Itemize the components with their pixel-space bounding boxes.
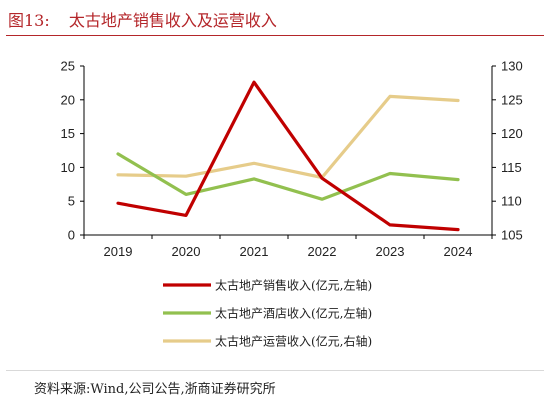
chart-legend: 太古地产销售收入(亿元,左轴) 太古地产酒店收入(亿元,左轴) 太古地产运营收入(亿… xyxy=(163,278,372,349)
figure-number: 图13: xyxy=(8,11,50,30)
chart-title: 图13: 太古地产销售收入及运营收入 xyxy=(8,7,277,31)
left-axis-tick-label: 5 xyxy=(68,194,75,209)
legend-label: 太古地产酒店收入(亿元,左轴) xyxy=(215,306,372,321)
left-axis-tick-label: 10 xyxy=(61,160,75,175)
legend-label: 太古地产运营收入(亿元,右轴) xyxy=(215,334,372,349)
source-note: 资料来源:Wind,公司公告,浙商证券研究所 xyxy=(34,382,276,397)
x-axis-tick-label: 2020 xyxy=(172,244,201,259)
right-axis-tick-label: 105 xyxy=(501,228,523,243)
legend-label: 太古地产销售收入(亿元,左轴) xyxy=(215,278,372,293)
x-axis-tick-label: 2023 xyxy=(376,244,405,259)
left-axis-tick-label: 15 xyxy=(61,126,75,141)
right-axis-tick-label: 110 xyxy=(501,194,522,209)
title-divider xyxy=(6,35,544,36)
series-line xyxy=(116,94,460,180)
right-axis-tick-label: 115 xyxy=(501,160,522,175)
source-divider xyxy=(6,370,544,371)
left-axis-tick-label: 0 xyxy=(68,228,75,243)
left-axis-tick-label: 20 xyxy=(61,92,75,107)
right-axis-tick-label: 130 xyxy=(501,59,523,74)
line-chart: 0 5 10 15 20 25 105 110 115 120 125 130 2019 2020 2021… xyxy=(61,59,523,349)
series-line xyxy=(116,80,460,232)
x-axis-tick-label: 2024 xyxy=(444,244,473,259)
chart-axes: 0 5 10 15 20 25 105 110 115 120 125 130 2019 2020 2021… xyxy=(61,59,523,260)
left-axis-tick-label: 25 xyxy=(61,59,75,74)
series-line xyxy=(116,152,460,201)
right-axis-tick-label: 120 xyxy=(501,126,523,141)
chart-series xyxy=(116,80,460,232)
x-axis-tick-label: 2019 xyxy=(104,244,133,259)
figure-title: 太古地产销售收入及运营收入 xyxy=(68,11,277,30)
x-axis-tick-label: 2022 xyxy=(308,244,337,259)
right-axis-tick-label: 125 xyxy=(501,92,523,107)
x-axis-tick-label: 2021 xyxy=(240,244,269,259)
